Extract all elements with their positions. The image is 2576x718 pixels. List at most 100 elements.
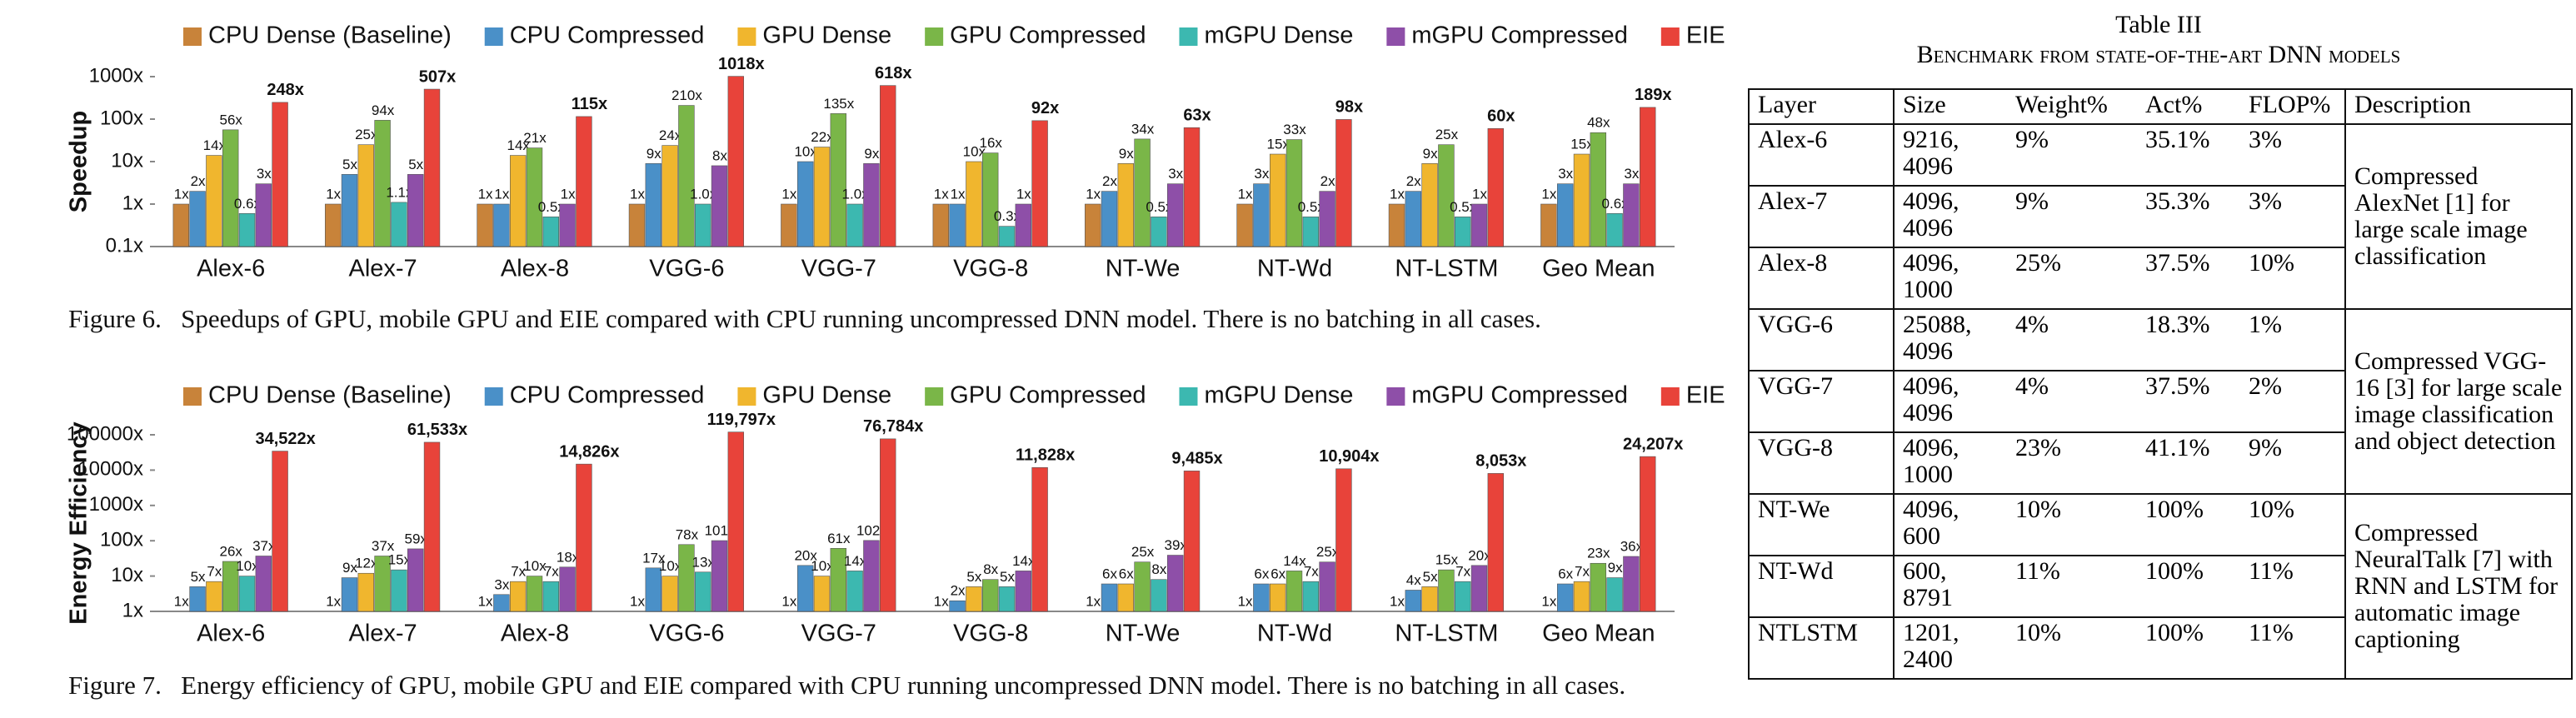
value-label: 10x (963, 143, 986, 159)
bar (407, 174, 424, 247)
table-cell: 18.3% (2137, 308, 2240, 371)
value-label: 6x (1271, 566, 1286, 581)
bar (172, 203, 189, 247)
value-label: 6x (1102, 566, 1117, 581)
value-label: 59x (404, 531, 427, 546)
value-label: 1.0x (842, 186, 870, 202)
bar (189, 586, 206, 612)
table-cell: VGG-6 (1748, 308, 1894, 371)
value-label: 9x (864, 146, 879, 162)
value-label: 14,826x (559, 442, 619, 461)
x-tick-label: NT-LSTM (1395, 621, 1498, 647)
legend-label: GPU Dense (762, 22, 891, 49)
bar (1084, 203, 1101, 247)
value-label: 78x (676, 526, 699, 542)
bar (324, 203, 342, 247)
value-label: 1.0x (690, 186, 717, 202)
value-label: 189x (1635, 86, 1672, 104)
table-cell: 35.1% (2137, 123, 2240, 187)
column-header: Act% (2137, 88, 2240, 125)
value-label: 119,797x (707, 411, 776, 429)
bar (357, 572, 374, 612)
legend-label: mGPU Compressed (1411, 382, 1627, 409)
value-label: 36x (1620, 538, 1644, 554)
y-tick-label: 1000x (89, 64, 143, 87)
value-label: 7x (207, 564, 222, 580)
table-row: NT-Wd 600, 8791 11% 100% 11% (1748, 555, 2572, 618)
table-cell: Alex-8 (1748, 247, 1894, 310)
value-label: 1x (934, 593, 949, 609)
bar (966, 586, 982, 612)
table-cell: VGG-8 (1748, 431, 1894, 495)
value-label: 3x (1624, 166, 1639, 182)
table-cell: 9% (2240, 431, 2345, 495)
charts: CPU Dense (Baseline) CPU Compressed GPU De… (66, 22, 1725, 700)
bar (1487, 473, 1505, 612)
value-label: 20x (1468, 547, 1491, 563)
table-cell: 9% (2007, 123, 2137, 187)
y-tick-label: 0.1x (106, 234, 143, 257)
bar (1335, 119, 1352, 247)
bar (1640, 107, 1656, 247)
y-axis-title: Speedup (66, 111, 92, 212)
value-label: 1x (478, 186, 493, 202)
bar (509, 581, 527, 612)
value-label: 1x (1016, 186, 1031, 202)
value-label: 0.5x (1450, 199, 1477, 215)
legend-label: mGPU Compressed (1411, 22, 1627, 49)
bar (661, 145, 678, 247)
bar (559, 203, 576, 247)
bar (1438, 144, 1455, 247)
value-label: 7x (1455, 564, 1470, 580)
table-cell: 10% (2240, 247, 2345, 310)
value-label: 15x (1435, 552, 1459, 568)
x-tick-label: NT-Wd (1257, 621, 1332, 647)
bar (374, 120, 391, 247)
bar (781, 203, 797, 247)
table-row: VGG-7 4096, 4096 4% 37.5% 2% (1748, 370, 2572, 433)
value-label: 6x (1254, 566, 1269, 581)
bar (1335, 468, 1352, 612)
value-label: 1x (630, 186, 645, 202)
value-label: 9x (1423, 146, 1438, 162)
value-label: 60x (1487, 107, 1515, 126)
bar (576, 116, 592, 247)
value-label: 3x (257, 166, 272, 182)
bar (238, 576, 256, 612)
x-tick-label: Geo Mean (1542, 256, 1655, 282)
bar (1590, 132, 1607, 247)
bar (1183, 471, 1201, 612)
x-tick-label: Alex-7 (348, 621, 417, 647)
table-cell: VGG-7 (1748, 370, 1894, 433)
bar (1302, 581, 1320, 612)
table-title: Table III (2115, 11, 2202, 38)
value-label: 1x (1238, 186, 1253, 202)
value-label: 92x (1031, 99, 1059, 117)
value-label: 5x (1000, 569, 1015, 585)
y-tick-label: 100000x (67, 422, 143, 445)
bar (830, 113, 847, 247)
value-label: 2x (1406, 173, 1421, 189)
bar (846, 203, 863, 247)
bar (1015, 203, 1032, 247)
bar (1253, 583, 1270, 612)
value-label: 10x (811, 558, 834, 574)
bar (341, 174, 358, 247)
value-label: 7x (544, 564, 559, 580)
table-cell: 600, 8791 (1893, 555, 2007, 618)
value-label: 0.6x (1602, 196, 1630, 212)
table-cell: 100% (2137, 555, 2240, 618)
value-label: 34,522x (255, 430, 315, 448)
bar (526, 147, 543, 247)
bar (1640, 456, 1656, 612)
value-label: 25x (1131, 544, 1155, 560)
value-label: 1x (561, 186, 576, 202)
bar (1167, 183, 1184, 247)
value-label: 8x (983, 561, 998, 577)
bar (846, 571, 863, 612)
legend-label: EIE (1686, 22, 1725, 49)
column-header: Description (2344, 88, 2573, 125)
value-label: 4x (1406, 572, 1421, 588)
legend-label: mGPU Dense (1204, 382, 1353, 409)
